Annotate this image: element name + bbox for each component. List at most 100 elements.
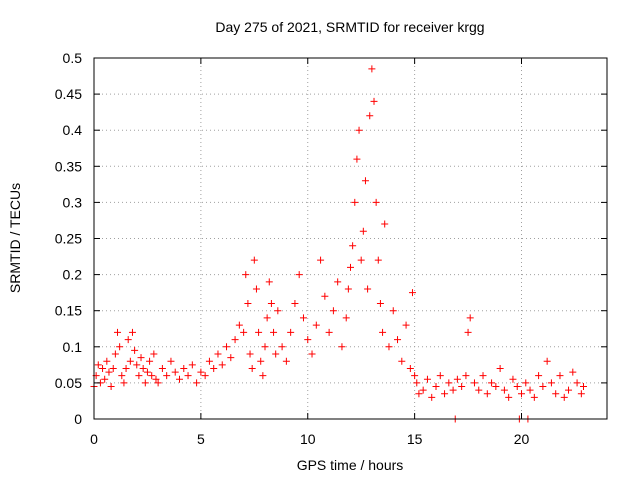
data-point <box>205 357 213 365</box>
data-point <box>214 350 222 358</box>
data-point <box>370 97 378 105</box>
data-point <box>349 242 357 250</box>
data-point <box>139 364 147 372</box>
data-point <box>432 383 440 391</box>
data-point <box>272 350 280 358</box>
data-point <box>265 278 273 286</box>
chart-title: Day 275 of 2021, SRMTID for receiver krg… <box>215 19 484 35</box>
data-point <box>539 383 547 391</box>
data-point <box>436 372 444 380</box>
data-point <box>381 220 389 228</box>
data-point <box>143 368 151 376</box>
y-axis-label: SRMTID / TECUs <box>7 183 23 293</box>
y-tick-label: 0.35 <box>55 158 82 174</box>
data-point <box>261 343 269 351</box>
data-point <box>99 364 107 372</box>
data-point <box>122 364 130 372</box>
data-point <box>428 393 436 401</box>
data-point <box>338 343 346 351</box>
data-point <box>111 350 119 358</box>
data-point <box>118 372 126 380</box>
data-point <box>496 364 504 372</box>
data-point <box>103 357 111 365</box>
data-point <box>522 379 530 387</box>
x-tick-label: 5 <box>197 431 205 447</box>
data-point <box>282 357 290 365</box>
data-point <box>353 155 361 163</box>
data-point <box>505 393 513 401</box>
data-point <box>543 357 551 365</box>
data-point <box>287 328 295 336</box>
data-point <box>114 328 122 336</box>
data-point <box>419 386 427 394</box>
data-point <box>193 379 201 387</box>
data-point <box>411 372 419 380</box>
data-point <box>366 112 374 120</box>
data-point <box>201 372 209 380</box>
data-point <box>197 368 205 376</box>
data-point <box>107 383 115 391</box>
y-tick-label: 0.05 <box>55 375 82 391</box>
data-point <box>579 383 587 391</box>
data-point <box>150 350 158 358</box>
data-point <box>413 379 421 387</box>
data-point <box>569 368 577 376</box>
data-point <box>184 372 192 380</box>
data-point <box>148 372 156 380</box>
data-point <box>355 126 363 134</box>
data-point <box>402 321 410 329</box>
data-point <box>458 383 466 391</box>
data-point <box>530 393 538 401</box>
y-tick-label: 0.25 <box>55 231 82 247</box>
data-point <box>329 307 337 315</box>
y-tick-label: 0 <box>74 411 82 427</box>
data-point <box>152 375 160 383</box>
y-tick-label: 0.1 <box>63 339 83 355</box>
data-point <box>255 328 263 336</box>
data-point <box>146 357 154 365</box>
data-point <box>483 390 491 398</box>
x-tick-label: 15 <box>407 431 423 447</box>
data-point <box>171 368 179 376</box>
y-tick-label: 0.3 <box>63 194 83 210</box>
data-point <box>235 321 243 329</box>
data-point <box>513 383 521 391</box>
data-point <box>560 393 568 401</box>
data-point <box>441 390 449 398</box>
data-point <box>188 361 196 369</box>
data-point <box>244 299 252 307</box>
data-point <box>372 198 380 206</box>
data-point <box>227 354 235 362</box>
data-point <box>445 379 453 387</box>
data-point <box>361 177 369 185</box>
data-point <box>408 289 416 297</box>
data-point <box>299 314 307 322</box>
data-point <box>379 328 387 336</box>
data-point <box>257 357 265 365</box>
x-tick-label: 20 <box>514 431 530 447</box>
data-point <box>342 314 350 322</box>
data-point <box>270 328 278 336</box>
data-point <box>466 314 474 322</box>
data-point <box>274 307 282 315</box>
data-point <box>167 357 175 365</box>
data-point <box>344 285 352 293</box>
data-point <box>385 343 393 351</box>
data-point <box>547 379 555 387</box>
x-tick-label: 0 <box>90 431 98 447</box>
data-point <box>218 361 226 369</box>
data-point <box>137 354 145 362</box>
data-point <box>278 343 286 351</box>
data-point <box>304 336 312 344</box>
data-point <box>246 350 254 358</box>
data-point <box>347 263 354 271</box>
x-axis-label: GPS time / hours <box>297 457 404 473</box>
data-point <box>116 343 124 351</box>
grid-lines <box>94 58 607 419</box>
data-point <box>158 364 166 372</box>
y-tick-label: 0.2 <box>63 267 83 283</box>
data-point <box>176 375 183 383</box>
data-point <box>351 198 359 206</box>
data-point <box>368 65 376 73</box>
